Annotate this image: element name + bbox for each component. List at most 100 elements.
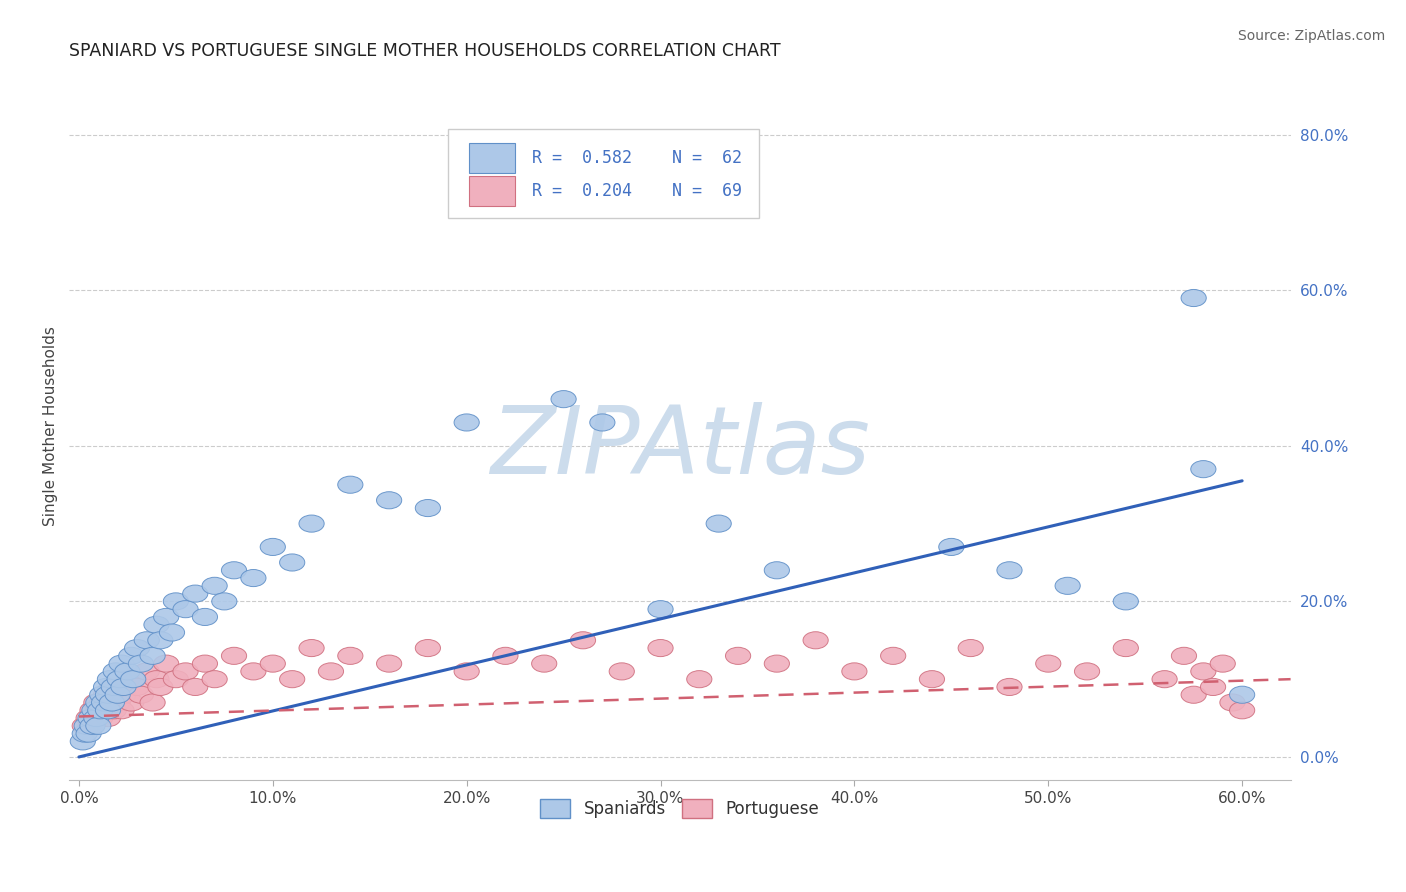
Ellipse shape — [531, 655, 557, 673]
Ellipse shape — [920, 671, 945, 688]
Ellipse shape — [299, 640, 325, 657]
Ellipse shape — [1181, 290, 1206, 307]
Ellipse shape — [212, 593, 238, 610]
Ellipse shape — [72, 717, 97, 734]
Ellipse shape — [1191, 663, 1216, 680]
Ellipse shape — [97, 694, 122, 711]
Ellipse shape — [141, 694, 165, 711]
Ellipse shape — [84, 709, 110, 727]
Ellipse shape — [91, 694, 117, 711]
Ellipse shape — [202, 671, 228, 688]
Ellipse shape — [72, 725, 97, 742]
Ellipse shape — [1171, 648, 1197, 665]
Ellipse shape — [1191, 460, 1216, 478]
Ellipse shape — [111, 686, 136, 703]
Ellipse shape — [183, 585, 208, 602]
Ellipse shape — [110, 655, 134, 673]
Ellipse shape — [221, 562, 246, 579]
Ellipse shape — [91, 702, 117, 719]
Ellipse shape — [125, 679, 149, 696]
Ellipse shape — [105, 686, 131, 703]
Ellipse shape — [103, 686, 128, 703]
Ellipse shape — [141, 648, 165, 665]
Ellipse shape — [183, 679, 208, 696]
Ellipse shape — [93, 679, 118, 696]
Ellipse shape — [82, 709, 107, 727]
Ellipse shape — [70, 733, 96, 750]
Legend: Spaniards, Portuguese: Spaniards, Portuguese — [534, 792, 827, 825]
Ellipse shape — [128, 686, 153, 703]
Ellipse shape — [100, 694, 125, 711]
Ellipse shape — [260, 539, 285, 556]
Ellipse shape — [134, 632, 159, 648]
Ellipse shape — [939, 539, 965, 556]
Ellipse shape — [765, 562, 789, 579]
Ellipse shape — [107, 671, 132, 688]
Ellipse shape — [96, 686, 121, 703]
Ellipse shape — [415, 500, 440, 516]
Ellipse shape — [957, 640, 983, 657]
Ellipse shape — [240, 663, 266, 680]
Ellipse shape — [454, 414, 479, 431]
Ellipse shape — [100, 679, 125, 696]
Ellipse shape — [765, 655, 789, 673]
Ellipse shape — [415, 640, 440, 657]
Y-axis label: Single Mother Households: Single Mother Households — [44, 326, 58, 526]
Text: R =  0.582    N =  62: R = 0.582 N = 62 — [531, 149, 742, 167]
Ellipse shape — [134, 663, 159, 680]
Ellipse shape — [103, 663, 128, 680]
Ellipse shape — [143, 616, 169, 633]
Ellipse shape — [118, 648, 143, 665]
Ellipse shape — [193, 608, 218, 625]
Ellipse shape — [494, 648, 517, 665]
Ellipse shape — [125, 640, 149, 657]
Text: Source: ZipAtlas.com: Source: ZipAtlas.com — [1237, 29, 1385, 43]
Ellipse shape — [1201, 679, 1226, 696]
Ellipse shape — [76, 725, 101, 742]
Ellipse shape — [377, 491, 402, 508]
Ellipse shape — [280, 554, 305, 571]
Ellipse shape — [153, 655, 179, 673]
Ellipse shape — [96, 709, 121, 727]
Ellipse shape — [240, 569, 266, 587]
Ellipse shape — [173, 600, 198, 618]
Text: ZIPAtlas: ZIPAtlas — [489, 402, 870, 493]
Ellipse shape — [686, 671, 711, 688]
Ellipse shape — [571, 632, 596, 648]
Ellipse shape — [551, 391, 576, 408]
Ellipse shape — [1220, 694, 1246, 711]
Ellipse shape — [76, 709, 101, 727]
Ellipse shape — [93, 686, 118, 703]
Text: SPANIARD VS PORTUGUESE SINGLE MOTHER HOUSEHOLDS CORRELATION CHART: SPANIARD VS PORTUGUESE SINGLE MOTHER HOU… — [69, 42, 780, 60]
Ellipse shape — [84, 694, 110, 711]
Ellipse shape — [163, 593, 188, 610]
Ellipse shape — [159, 624, 184, 641]
Ellipse shape — [148, 632, 173, 648]
Ellipse shape — [1229, 686, 1254, 703]
Ellipse shape — [97, 671, 122, 688]
Ellipse shape — [221, 648, 246, 665]
Ellipse shape — [121, 671, 146, 688]
Ellipse shape — [110, 702, 134, 719]
Ellipse shape — [107, 679, 132, 696]
Ellipse shape — [173, 663, 198, 680]
Ellipse shape — [299, 515, 325, 533]
Ellipse shape — [118, 694, 143, 711]
Ellipse shape — [80, 717, 105, 734]
Ellipse shape — [115, 663, 141, 680]
Ellipse shape — [111, 679, 136, 696]
Text: R =  0.204    N =  69: R = 0.204 N = 69 — [531, 182, 742, 200]
Ellipse shape — [82, 702, 107, 719]
Ellipse shape — [454, 663, 479, 680]
Ellipse shape — [260, 655, 285, 673]
Ellipse shape — [80, 702, 105, 719]
Ellipse shape — [997, 562, 1022, 579]
Ellipse shape — [115, 671, 141, 688]
Ellipse shape — [1074, 663, 1099, 680]
Ellipse shape — [1036, 655, 1062, 673]
Ellipse shape — [648, 600, 673, 618]
Ellipse shape — [87, 702, 112, 719]
Ellipse shape — [143, 671, 169, 688]
Ellipse shape — [86, 702, 111, 719]
Ellipse shape — [337, 648, 363, 665]
